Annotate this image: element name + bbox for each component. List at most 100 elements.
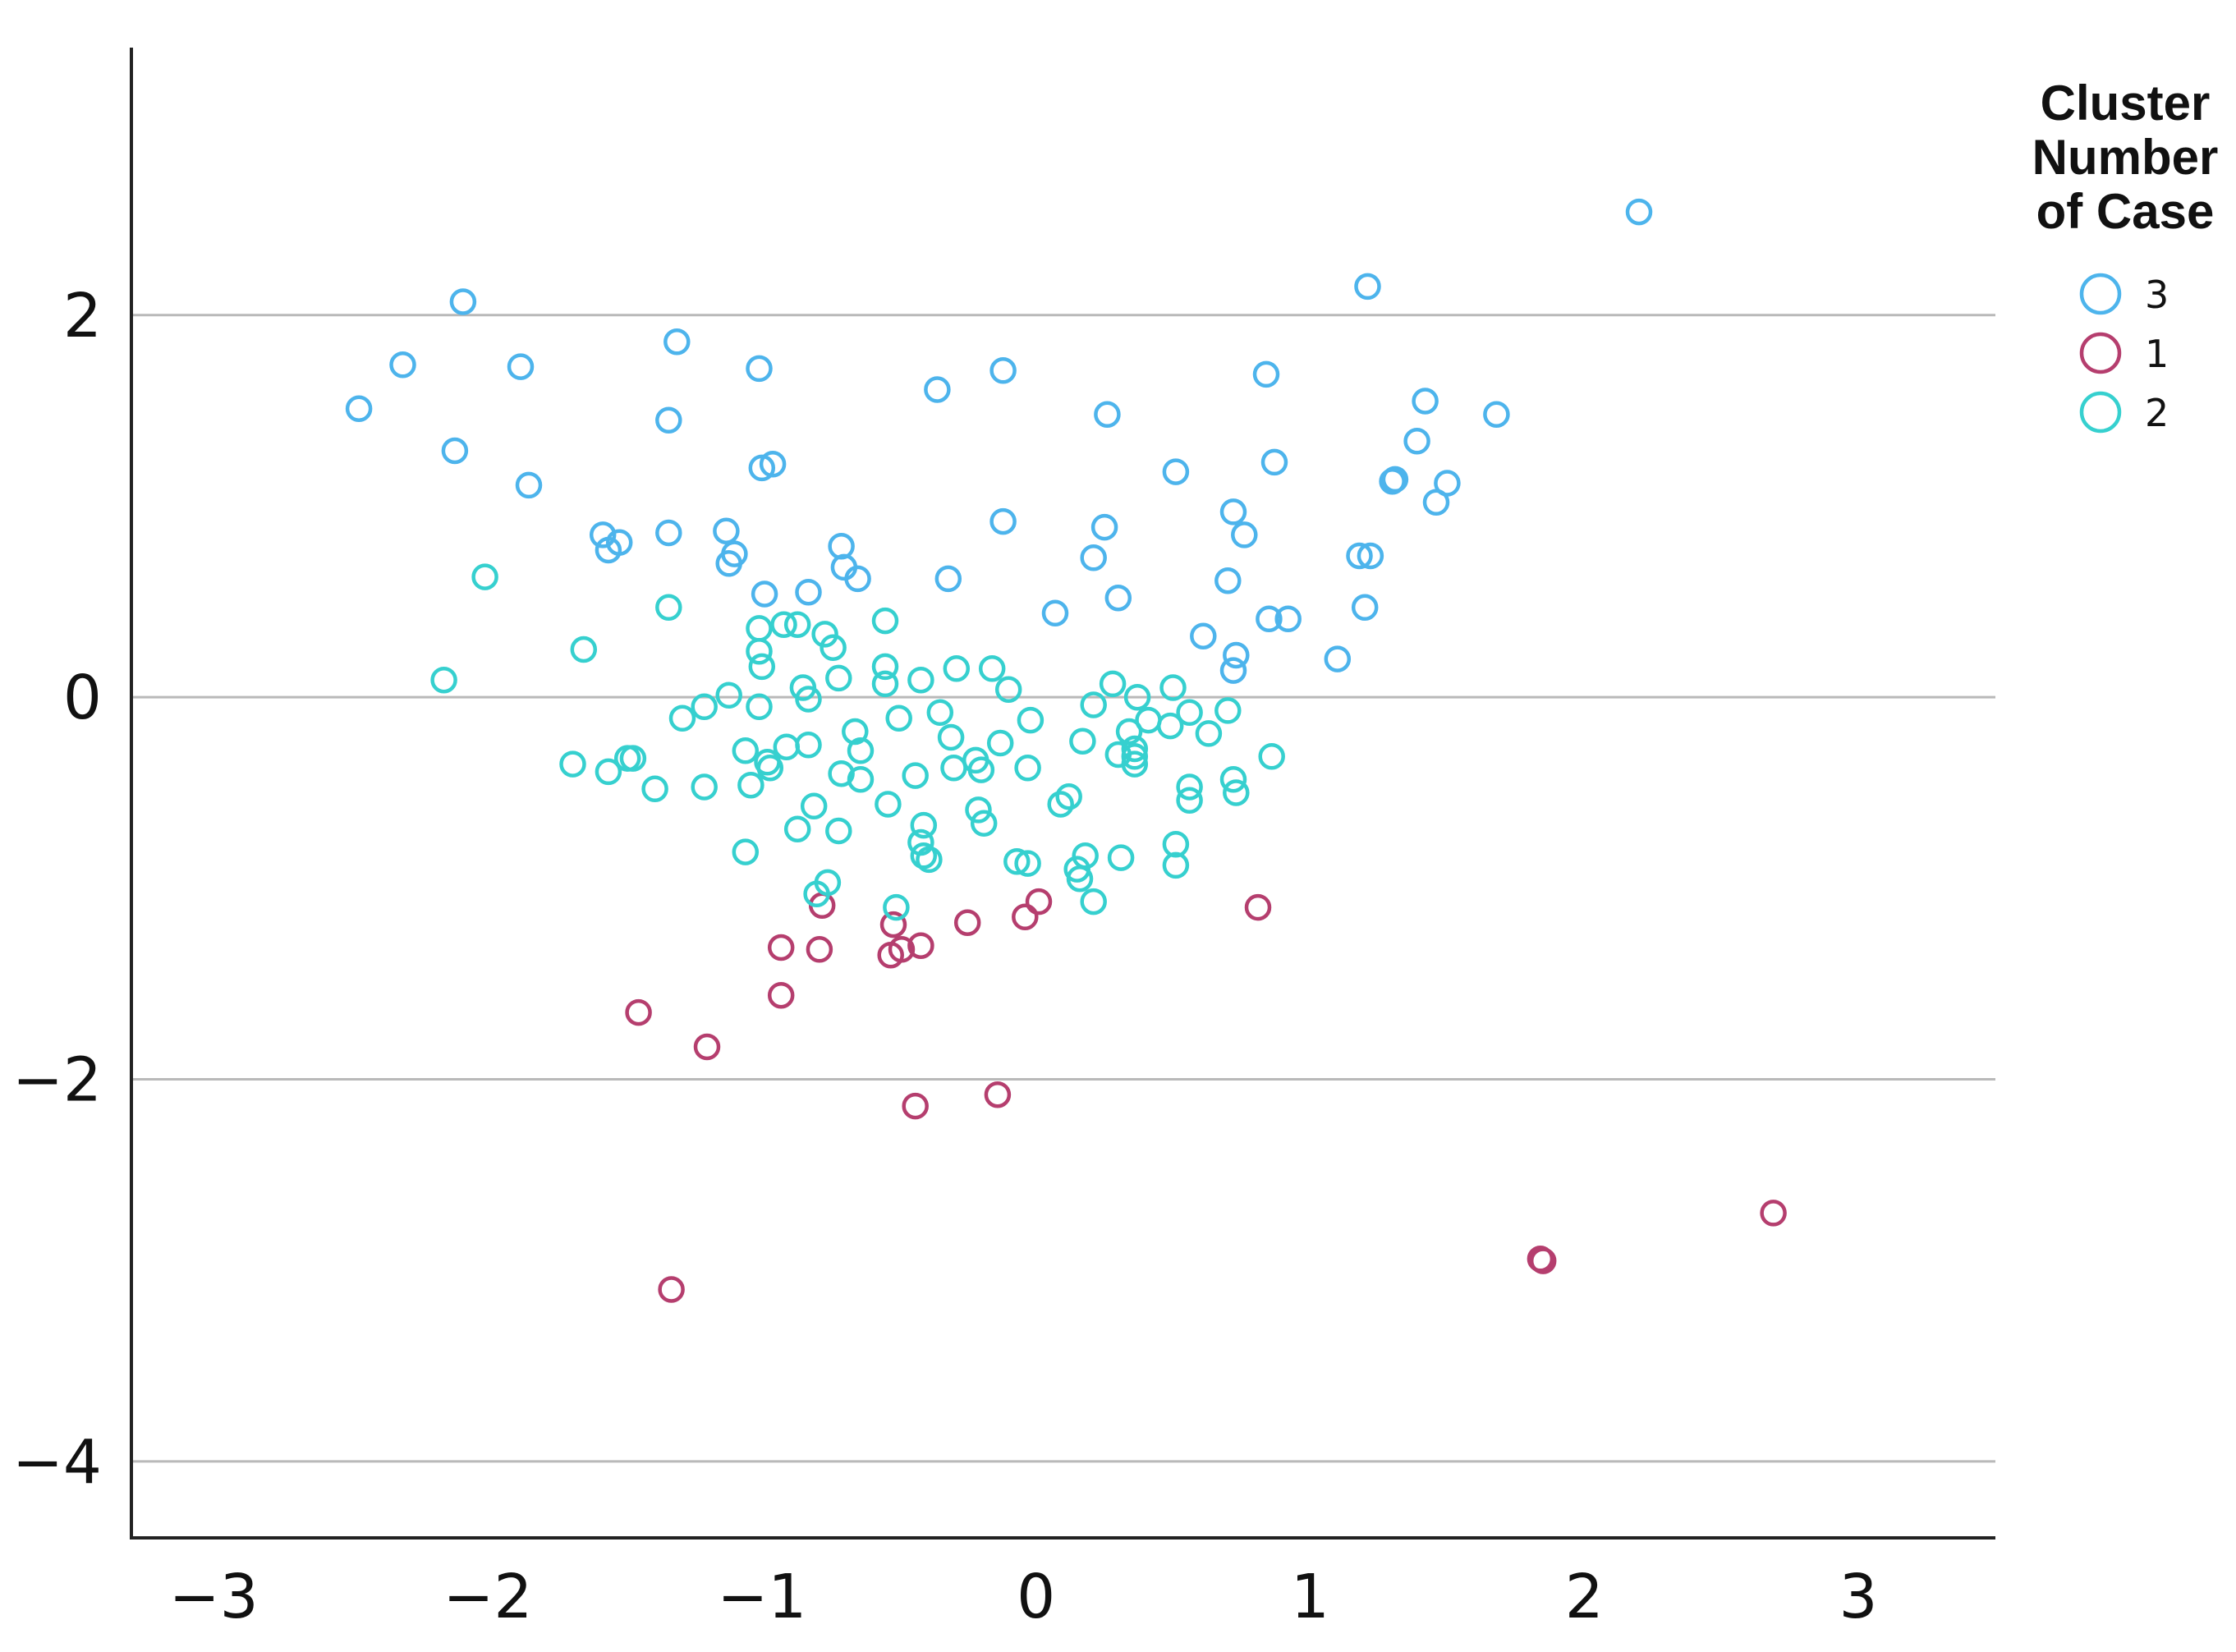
data-point	[1123, 683, 1151, 711]
data-point	[1115, 718, 1143, 746]
data-point	[943, 655, 971, 682]
legend-item-3: 3	[2079, 273, 2169, 317]
data-point	[1162, 851, 1190, 879]
data-point	[1625, 198, 1653, 226]
data-point	[570, 636, 598, 663]
data-point	[844, 565, 871, 593]
data-point	[507, 353, 535, 380]
data-point	[389, 351, 416, 379]
series-cluster-3	[345, 198, 1653, 684]
series-cluster-2	[430, 563, 1285, 921]
data-point	[1121, 743, 1149, 770]
data-point	[986, 729, 1014, 757]
data-point	[1195, 720, 1223, 747]
data-point	[828, 759, 855, 787]
data-point	[1094, 401, 1121, 429]
data-point	[883, 893, 910, 921]
data-point	[1099, 670, 1127, 698]
data-point	[1090, 513, 1118, 541]
data-point	[989, 507, 1017, 535]
data-point	[471, 563, 498, 590]
data-point	[693, 1033, 721, 1061]
data-point	[1176, 787, 1203, 815]
data-point	[746, 615, 773, 642]
legend-title-line-2: Number	[2032, 130, 2219, 185]
data-point	[1354, 273, 1381, 301]
data-point	[1357, 542, 1384, 570]
data-point	[885, 704, 912, 732]
data-point	[1219, 765, 1247, 793]
data-point	[984, 1081, 1012, 1108]
data-point	[1069, 727, 1096, 755]
data-point	[767, 934, 795, 961]
data-point	[871, 653, 899, 681]
legend-label: 3	[2145, 273, 2169, 317]
data-point	[663, 328, 691, 356]
data-point	[871, 607, 899, 635]
legend-marker	[2079, 332, 2122, 374]
data-point	[1274, 605, 1302, 633]
y-tick-label: 0	[63, 663, 102, 733]
data-point	[713, 517, 740, 544]
data-point	[605, 529, 633, 556]
data-point	[759, 451, 787, 478]
data-point	[430, 666, 457, 694]
data-point	[806, 936, 833, 963]
data-point	[1403, 428, 1430, 455]
data-point	[1107, 844, 1135, 871]
y-tick-labels: 2 0 −2 −4	[12, 281, 102, 1498]
data-point	[748, 653, 776, 681]
data-point	[871, 670, 899, 698]
data-point	[879, 911, 907, 938]
data-point	[658, 1276, 685, 1303]
data-point	[345, 395, 373, 423]
data-point	[965, 796, 992, 824]
x-tick-label: −1	[717, 1562, 806, 1632]
data-point	[795, 686, 822, 713]
data-point	[1014, 850, 1041, 877]
data-point	[967, 756, 995, 783]
legend-marker	[2079, 391, 2122, 434]
data-point	[1434, 470, 1461, 497]
data-point	[1156, 712, 1184, 740]
data-point	[1014, 755, 1041, 782]
data-point	[1346, 542, 1373, 570]
data-point	[978, 655, 1006, 682]
data-point	[559, 750, 586, 778]
data-point	[515, 471, 543, 499]
data-point	[1104, 584, 1132, 612]
data-point	[748, 454, 776, 482]
data-point	[1529, 1247, 1557, 1274]
data-point	[1223, 779, 1250, 806]
data-point	[842, 718, 869, 746]
data-point	[877, 942, 904, 969]
legend-title-line-3: of Case	[2036, 184, 2215, 239]
data-point	[595, 758, 622, 786]
gridlines	[131, 314, 1995, 1463]
x-tick-label: −3	[169, 1562, 259, 1632]
data-point	[1223, 641, 1250, 669]
data-point	[795, 578, 822, 606]
legend: Cluster Number of Case 3 1 2	[2032, 76, 2219, 435]
data-point	[1760, 1200, 1787, 1227]
legend-label: 1	[2145, 332, 2169, 376]
data-point	[902, 762, 929, 789]
data-point	[737, 771, 764, 799]
data-point	[668, 704, 696, 732]
data-point	[1214, 697, 1242, 724]
data-point	[732, 737, 760, 764]
data-point	[1231, 521, 1258, 548]
y-tick-label: −2	[12, 1045, 102, 1116]
data-point	[1135, 706, 1162, 734]
data-point	[441, 437, 469, 465]
data-point	[1176, 773, 1203, 801]
y-tick-label: 2	[63, 281, 102, 351]
axes	[130, 48, 1995, 1540]
data-point	[1047, 791, 1074, 818]
x-tick-label: 0	[1017, 1562, 1055, 1632]
data-point	[691, 693, 718, 721]
data-point	[655, 406, 682, 434]
data-point	[1080, 888, 1107, 915]
data-point	[773, 733, 801, 760]
data-point	[449, 288, 477, 315]
